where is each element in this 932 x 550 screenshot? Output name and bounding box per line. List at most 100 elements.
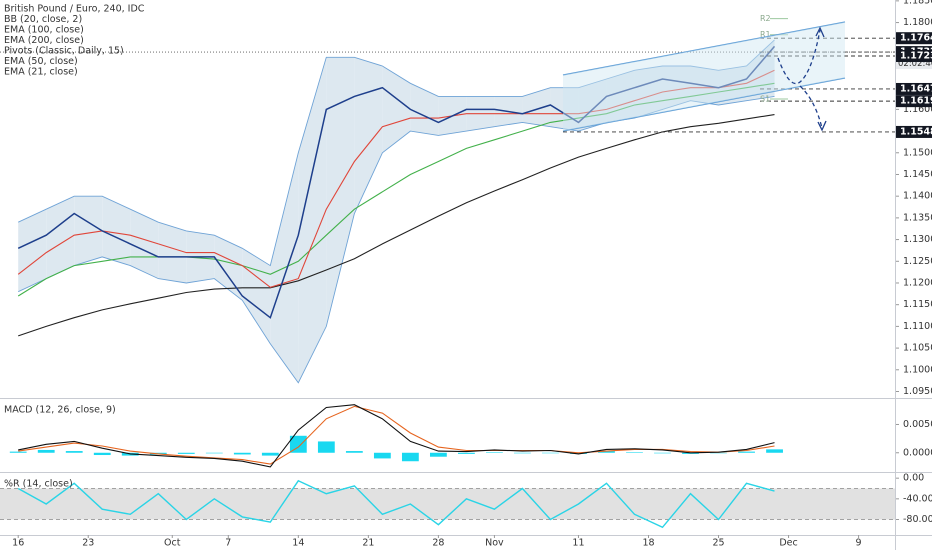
- price-pane: 1.18501.18001.16001.15501.15001.14501.14…: [0, 0, 932, 397]
- x-tick-label: 18: [642, 538, 654, 549]
- bb-fill: [18, 209, 47, 292]
- x-tick-label: 14: [292, 538, 304, 549]
- level-box: [896, 49, 932, 62]
- pane-title: MACD (12, 26, close, 9): [4, 405, 116, 416]
- bb-fill: [102, 196, 131, 266]
- pivot-label: R1: [760, 30, 771, 39]
- y-tick-label: 1.1850: [903, 0, 932, 6]
- x-tick-label: 11: [572, 538, 584, 549]
- x-tick-label: 16: [12, 538, 24, 549]
- ema-line: [17, 69, 775, 288]
- x-tick-label: Oct: [164, 538, 181, 549]
- channel-line: [562, 21, 846, 76]
- drawings: [562, 21, 846, 132]
- legend-item: Pivots (Classic, Daily, 15): [4, 46, 124, 57]
- channel-fill: [563, 22, 845, 131]
- bb-fill: [354, 57, 383, 214]
- level-box: [896, 32, 932, 45]
- x-tick-label: Dec: [779, 538, 797, 549]
- bb-lower: [18, 95, 775, 384]
- legend-item: EMA (200, close): [4, 35, 84, 46]
- pane-title: %R (14, close): [4, 479, 73, 490]
- macd-line: [18, 404, 775, 468]
- y-tick-label: 1.1050: [903, 343, 932, 354]
- legend-item: BB (20, close, 2): [4, 14, 82, 25]
- bb-fill: [634, 65, 663, 119]
- legend-item: EMA (100, close): [4, 25, 84, 36]
- histogram-bar: [261, 452, 279, 456]
- y-tick-label: 1.1150: [903, 299, 932, 310]
- histogram-bar: [37, 449, 55, 453]
- bb-fill: [74, 196, 103, 266]
- wr-pane: 0.00 -40.00 -80.00 %R (14, close): [0, 473, 932, 529]
- histogram-bar: [738, 451, 755, 453]
- histogram-bar: [458, 452, 475, 454]
- pivot-label: R2: [760, 14, 771, 23]
- x-tick-label: 21: [362, 538, 374, 549]
- bb-fill: [130, 209, 159, 279]
- price-line: [17, 45, 776, 319]
- y-tick-label: 1.1200: [903, 277, 932, 288]
- histogram-bar: [9, 451, 27, 453]
- arrow-head: [815, 26, 825, 38]
- pivot-label: S1: [760, 94, 770, 103]
- histogram-bar: [205, 452, 223, 454]
- level-label: 1.1723: [900, 50, 932, 61]
- bb-fill: [158, 222, 187, 283]
- chart-title: British Pound / Euro, 240, IDC: [4, 4, 145, 15]
- countdown: 02:02:46: [898, 59, 932, 69]
- histogram-bar: [514, 452, 531, 454]
- level-label: 1.1619: [900, 96, 932, 107]
- histogram-bar: [93, 452, 111, 456]
- bb-fill: [606, 70, 635, 123]
- histogram-bar: [429, 452, 447, 457]
- bb-fill: [326, 57, 355, 327]
- level-label: 1.1647: [900, 83, 932, 94]
- y-tick-label: 1.1450: [903, 169, 932, 180]
- ema-line: [17, 82, 775, 297]
- y-tick-label: 0.00: [903, 473, 924, 484]
- x-tick-label: 28: [432, 538, 444, 549]
- y-tick-label: 0.0000: [903, 447, 932, 458]
- level-box: [896, 125, 932, 138]
- y-tick-label: 1.1400: [903, 191, 932, 202]
- y-tick-label: 1.1600: [903, 104, 932, 115]
- wr-line: [17, 479, 775, 529]
- y-tick-label: 1.1000: [903, 364, 932, 375]
- histogram-bar: [65, 451, 83, 453]
- level-label: 1.1764: [900, 33, 932, 44]
- countdown-box: [896, 58, 932, 70]
- bb-fill: [46, 196, 75, 279]
- histogram-bar: [345, 451, 363, 453]
- legend-item: EMA (50, close): [4, 56, 78, 67]
- projection-arrow: [777, 29, 821, 85]
- bb-fill: [550, 87, 579, 132]
- histogram-bar: [710, 452, 727, 454]
- x-tick-label: 23: [82, 538, 94, 549]
- y-tick-label: 1.1250: [903, 256, 932, 267]
- y-tick-label: -40.00: [903, 493, 932, 504]
- histogram-bar: [654, 452, 671, 454]
- histogram-bar: [486, 452, 503, 453]
- x-tick-label: 25: [712, 538, 724, 549]
- y-tick-label: 1.1350: [903, 212, 932, 223]
- projection-arrow: [799, 85, 823, 129]
- channel-line: [562, 77, 846, 132]
- bb-fill: [522, 87, 551, 127]
- legend-item: EMA (21, close): [4, 67, 78, 78]
- y-tick-label: 1.1800: [903, 17, 932, 28]
- bb-fill: [662, 65, 691, 110]
- level-box: [896, 82, 932, 95]
- bb-fill: [410, 83, 439, 136]
- histogram-bar: [542, 452, 559, 454]
- y-tick-label: 1.0950: [903, 386, 932, 397]
- x-tick-label: 9: [856, 538, 862, 549]
- histogram-bar: [766, 449, 783, 453]
- y-tick-label: -80.00: [903, 514, 932, 525]
- y-tick-label: 1.1300: [903, 234, 932, 245]
- histogram-bar: [401, 452, 419, 462]
- y-tick-label: 1.1100: [903, 321, 932, 332]
